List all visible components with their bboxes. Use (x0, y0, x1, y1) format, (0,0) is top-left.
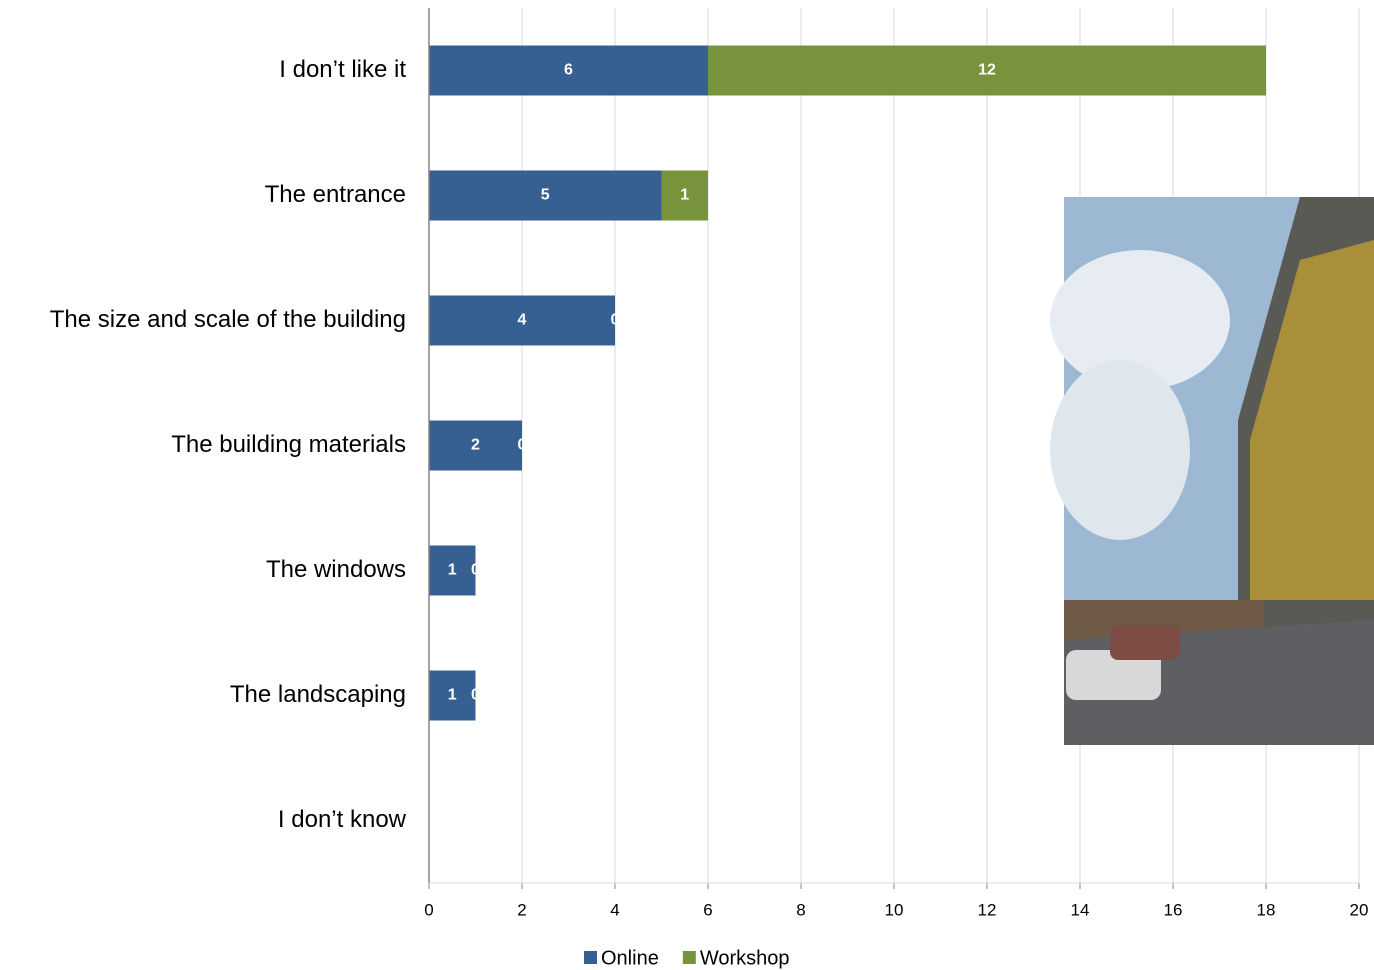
x-tick-label: 6 (703, 900, 712, 919)
photo-facade (1250, 240, 1374, 600)
data-label: 1 (448, 562, 457, 579)
legend: Online Workshop (584, 947, 789, 969)
photo-cloud (1050, 360, 1190, 540)
legend-label: Workshop (700, 947, 790, 969)
legend-swatch (584, 951, 597, 964)
bar-segment (429, 670, 476, 721)
x-tick-label: 0 (424, 900, 433, 919)
x-tick-label: 8 (796, 900, 805, 919)
x-tick-label: 16 (1164, 900, 1183, 919)
data-label: 4 (518, 312, 527, 329)
photo-cloud (1050, 250, 1230, 390)
x-tick-label: 18 (1257, 900, 1276, 919)
data-label: 12 (978, 62, 996, 79)
bar-segment (661, 170, 708, 221)
data-label: 1 (680, 187, 689, 204)
data-label: 0 (471, 687, 480, 704)
data-label: 2 (471, 437, 480, 454)
data-label: 0 (471, 562, 480, 579)
photo (1050, 197, 1374, 745)
x-tick-label: 14 (1071, 900, 1090, 919)
bar-segment (429, 295, 615, 346)
category-label: I don’t know (278, 806, 407, 833)
category-label: I don’t like it (279, 56, 406, 83)
bar-segment (429, 45, 708, 96)
x-tick-label: 2 (517, 900, 526, 919)
data-label: 1 (448, 687, 457, 704)
category-label: The landscaping (230, 681, 406, 708)
bar-segment (429, 420, 522, 471)
data-label: 5 (541, 187, 550, 204)
bar-segment (708, 45, 1266, 96)
data-label: 0 (611, 312, 620, 329)
x-tick-label: 10 (885, 900, 904, 919)
legend-swatch (682, 951, 696, 964)
data-label: 6 (564, 62, 573, 79)
category-label: The building materials (171, 431, 406, 458)
x-tick-label: 4 (610, 900, 619, 919)
photo-car (1066, 650, 1161, 700)
photo-car (1110, 625, 1180, 660)
category-label: The entrance (265, 181, 406, 208)
bar-segment (429, 545, 476, 596)
x-tick-label: 20 (1350, 900, 1369, 919)
x-tick-label: 12 (978, 900, 997, 919)
category-label: The size and scale of the building (50, 306, 406, 333)
legend-label: Online (601, 947, 659, 969)
category-label: The windows (266, 556, 406, 583)
data-label: 0 (518, 437, 527, 454)
bar-segment (429, 170, 662, 221)
